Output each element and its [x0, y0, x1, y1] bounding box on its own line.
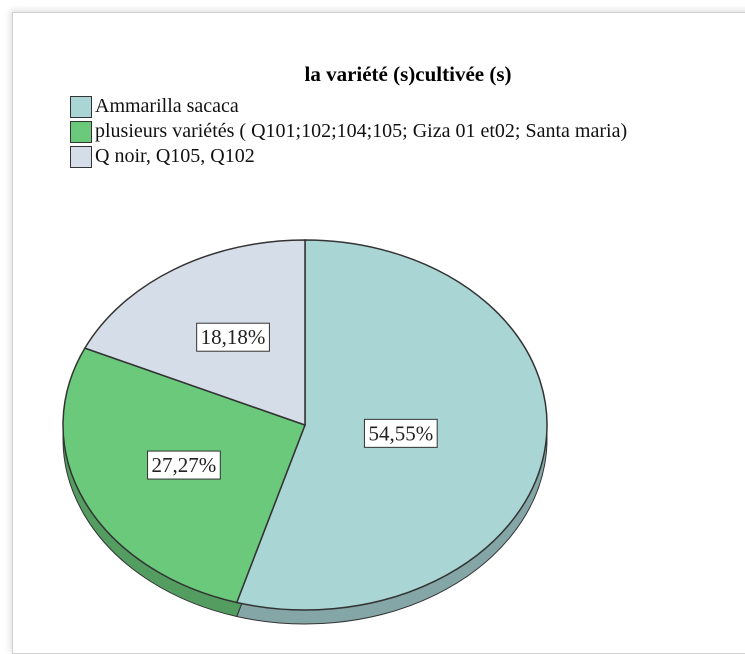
data-label: 27,27%: [152, 453, 217, 477]
slice: [83, 239, 306, 427]
data-label: 18,18%: [201, 325, 266, 349]
label-box: [147, 450, 221, 480]
legend-label: Ammarilla sacaca: [95, 95, 239, 117]
legend-swatch: [70, 121, 92, 143]
label-box: [363, 418, 438, 448]
legend-item: plusieurs variétés ( Q101;102;104;105; G…: [70, 121, 720, 143]
legend-item: Q noir, Q105, Q102: [70, 146, 720, 168]
chart-title: la variété (s)cultivée (s): [305, 62, 512, 86]
label-box: [196, 322, 270, 352]
legend-label: Q noir, Q105, Q102: [95, 145, 255, 167]
legend-label: plusieurs variétés ( Q101;102;104;105; G…: [95, 120, 628, 142]
legend-swatch: [70, 96, 92, 118]
legend: Ammarilla sacaca plusieurs variétés ( Q10…: [70, 96, 720, 171]
legend-swatch: [70, 146, 92, 168]
data-label: 54,55%: [368, 421, 433, 445]
legend-item: Ammarilla sacaca: [70, 96, 720, 118]
